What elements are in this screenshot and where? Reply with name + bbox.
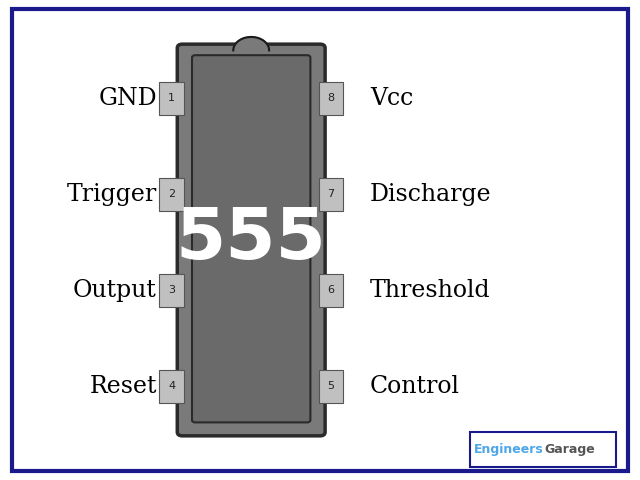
Text: Discharge: Discharge [370,183,492,206]
Bar [159,82,184,115]
Bar [319,178,343,211]
Text: 5: 5 [328,382,334,391]
Text: 4: 4 [168,382,175,391]
Text: Reset: Reset [90,375,157,398]
Text: Threshold: Threshold [370,279,490,302]
Text: 7: 7 [327,190,335,199]
Text: 1: 1 [168,94,175,103]
Text: Output: Output [73,279,157,302]
Text: Vcc: Vcc [370,87,413,110]
Bar [319,370,343,403]
Text: 8: 8 [327,94,335,103]
FancyBboxPatch shape [470,432,616,467]
Text: 3: 3 [168,286,175,295]
Text: 2: 2 [168,190,175,199]
Bar [159,178,184,211]
FancyBboxPatch shape [192,55,310,422]
Bar [319,274,343,307]
Text: Garage: Garage [545,443,595,456]
Text: 555: 555 [176,205,326,275]
Text: Trigger: Trigger [67,183,157,206]
Bar [159,370,184,403]
Text: GND: GND [98,87,157,110]
FancyBboxPatch shape [177,44,325,436]
Text: Control: Control [370,375,460,398]
Polygon shape [234,37,269,50]
Bar [319,82,343,115]
Text: Engineers: Engineers [474,443,543,456]
Text: 6: 6 [328,286,334,295]
Bar [159,274,184,307]
